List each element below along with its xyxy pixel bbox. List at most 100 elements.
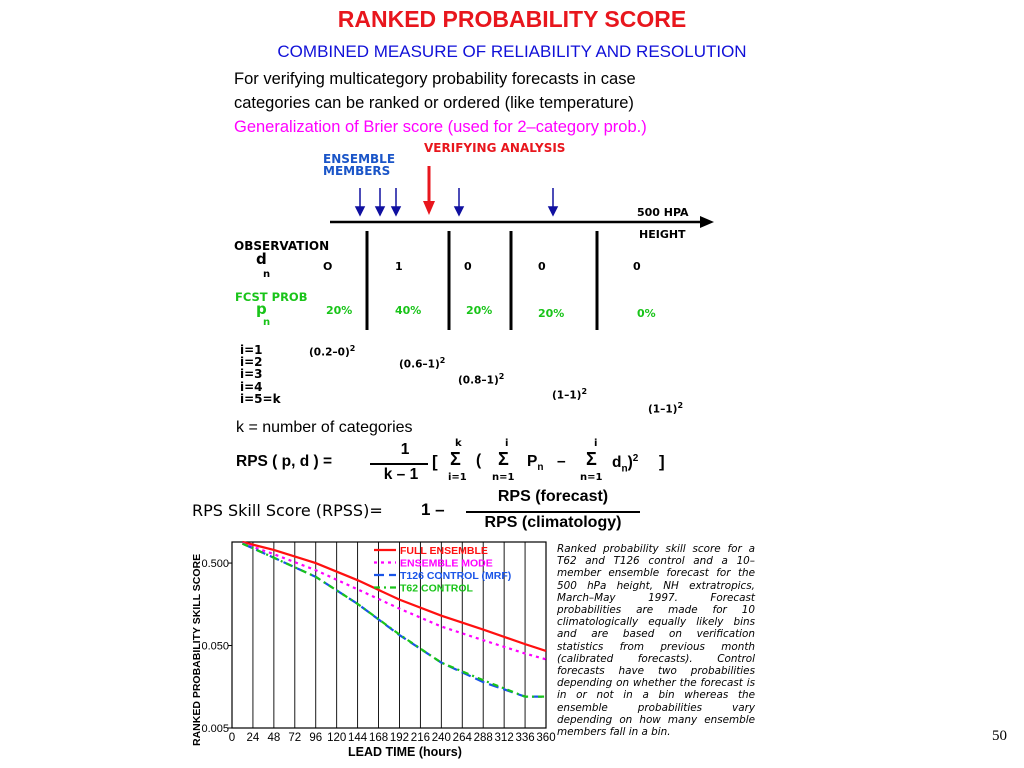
x-tick-label: 168 bbox=[369, 732, 388, 744]
x-tick-label: 72 bbox=[288, 732, 301, 744]
d-n-term: dn)2 bbox=[612, 453, 638, 474]
obs-value: 0 bbox=[538, 260, 546, 273]
d-symbol: d bbox=[256, 250, 267, 268]
rps-lhs: RPS ( p, d ) = bbox=[236, 453, 333, 470]
sum1-sigma: Σ bbox=[450, 449, 461, 469]
axis-label-500hpa: 500 HPA bbox=[637, 206, 689, 219]
chart-ticks: 0 24 48 72 96 120 144 168 192 216 240 264 288 312 336 3… bbox=[201, 558, 555, 744]
rps-term: (1–1)2 bbox=[648, 401, 683, 416]
rps-term-base: (1–1) bbox=[648, 403, 678, 416]
rps-term-exponent: 2 bbox=[498, 372, 505, 381]
series-line bbox=[242, 542, 546, 698]
chart-caption: Ranked probability skill score for a T62… bbox=[557, 543, 755, 739]
chart-grid bbox=[252, 542, 526, 728]
rps-fraction-numerator: 1 bbox=[400, 441, 410, 458]
i-label: i=2 bbox=[240, 355, 263, 370]
ensemble-arrowhead bbox=[390, 206, 402, 217]
legend-label: T126 CONTROL (MRF) bbox=[400, 570, 511, 582]
d-letter: d bbox=[612, 454, 622, 472]
obs-value: 0 bbox=[633, 260, 641, 273]
y-tick-label: 0.500 bbox=[201, 558, 229, 570]
sum3-upper: i bbox=[594, 438, 598, 449]
rps-term: (0.2–0)2 bbox=[309, 344, 355, 359]
rpss-fraction-bar bbox=[466, 511, 640, 513]
rps-fraction-bar bbox=[370, 463, 428, 465]
prob-value: 20% bbox=[466, 304, 493, 317]
i-label: i=4 bbox=[240, 379, 263, 394]
i-label: i=3 bbox=[240, 367, 263, 382]
y-tick-label: 0.005 bbox=[201, 723, 229, 735]
prob-value: 20% bbox=[538, 307, 565, 320]
series-line bbox=[242, 540, 547, 652]
prob-value: 20% bbox=[326, 304, 353, 317]
rps-term-base: (0.6–1) bbox=[399, 358, 440, 371]
x-tick-label: 360 bbox=[536, 732, 555, 744]
i-label: i=5=k bbox=[240, 391, 281, 406]
y-tick-label: 0.050 bbox=[201, 641, 229, 653]
rps-term-exponent: 2 bbox=[677, 401, 684, 410]
ensemble-arrowhead bbox=[453, 206, 465, 217]
fcst-prob-label: FCST PROB bbox=[235, 290, 308, 304]
rps-term: (1–1)2 bbox=[552, 387, 587, 402]
legend-label: T62 CONTROL bbox=[400, 583, 474, 595]
ensemble-arrowhead bbox=[547, 206, 559, 217]
k-definition: k = number of categories bbox=[236, 419, 413, 436]
x-tick-label: 216 bbox=[411, 732, 430, 744]
x-tick-label: 144 bbox=[348, 732, 368, 744]
i-label: i=1 bbox=[240, 343, 263, 357]
obs-value: 1 bbox=[395, 260, 403, 273]
series-line bbox=[242, 542, 547, 661]
intro-line-3: Generalization of Brier score (used for … bbox=[234, 118, 647, 136]
intro-line-2: categories can be ranked or ordered (lik… bbox=[234, 94, 634, 112]
sum3-lower: n=1 bbox=[580, 472, 603, 483]
i-labels: i=1 i=2 i=3 i=4 i=5=k bbox=[240, 344, 281, 405]
x-tick-label: 264 bbox=[453, 732, 473, 744]
rps-term-base: (0.8–1) bbox=[458, 374, 499, 387]
sum3-sigma: Σ bbox=[586, 449, 597, 469]
p-subscript-n: n bbox=[537, 462, 544, 474]
x-axis-label: LEAD TIME (hours) bbox=[348, 745, 462, 759]
rps-term: (0.6–1)2 bbox=[399, 356, 445, 371]
p-subscript: n bbox=[263, 317, 271, 328]
rpss-chart: 0 24 48 72 96 120 144 168 192 216 240 264 288 312 336 3… bbox=[191, 540, 556, 759]
rpss-denominator: RPS (climatology) bbox=[484, 514, 622, 531]
series-line bbox=[242, 542, 546, 698]
d-subscript: n bbox=[263, 269, 271, 280]
x-tick-label: 0 bbox=[229, 732, 235, 744]
obs-value: 0 bbox=[464, 260, 472, 273]
rps-term-exponent: 2 bbox=[349, 344, 356, 353]
slide-subtitle: COMBINED MEASURE OF RELIABILITY AND RESO… bbox=[277, 42, 747, 61]
rps-term: (0.8–1)2 bbox=[458, 372, 504, 387]
rpss-label: RPS Skill Score (RPSS)= bbox=[192, 501, 383, 520]
chart-frame bbox=[231, 541, 547, 729]
rps-term-exponent: 2 bbox=[581, 387, 588, 396]
verifying-analysis-label: VERIFYING ANALYSIS bbox=[424, 141, 566, 155]
rps-term-base: (0.2–0) bbox=[309, 346, 350, 359]
axis-label-height: HEIGHT bbox=[639, 228, 686, 241]
sum1-upper: k bbox=[455, 438, 462, 449]
x-tick-label: 96 bbox=[309, 732, 322, 744]
axis-arrowhead bbox=[700, 216, 714, 228]
x-tick-label: 336 bbox=[515, 732, 534, 744]
p-n-term: Pn bbox=[527, 453, 543, 473]
observation-label: OBSERVATION bbox=[234, 239, 330, 253]
x-tick-label: 192 bbox=[390, 732, 409, 744]
legend-label: ENSEMBLE MODE bbox=[400, 558, 493, 570]
rps-term-base: (1–1) bbox=[552, 389, 582, 402]
x-tick-label: 48 bbox=[267, 732, 280, 744]
y-axis-label: RANKED PROBABILITY SKILL SCORE bbox=[191, 554, 203, 746]
ensemble-label-line-1: ENSEMBLE bbox=[323, 152, 396, 166]
d-subscript-n: n bbox=[621, 463, 628, 475]
paren-open: ( bbox=[476, 452, 482, 469]
legend-label: FULL ENSEMBLE bbox=[400, 545, 488, 557]
verifying-arrowhead bbox=[423, 201, 435, 215]
p-symbol: p bbox=[256, 300, 267, 318]
rps-fraction-denominator: k – 1 bbox=[383, 466, 419, 483]
x-tick-label: 24 bbox=[247, 732, 260, 744]
x-tick-label: 312 bbox=[495, 732, 514, 744]
x-tick-label: 120 bbox=[327, 732, 346, 744]
ensemble-arrowhead bbox=[374, 206, 386, 217]
x-tick-label: 288 bbox=[474, 732, 493, 744]
x-tick-label: 240 bbox=[432, 732, 451, 744]
